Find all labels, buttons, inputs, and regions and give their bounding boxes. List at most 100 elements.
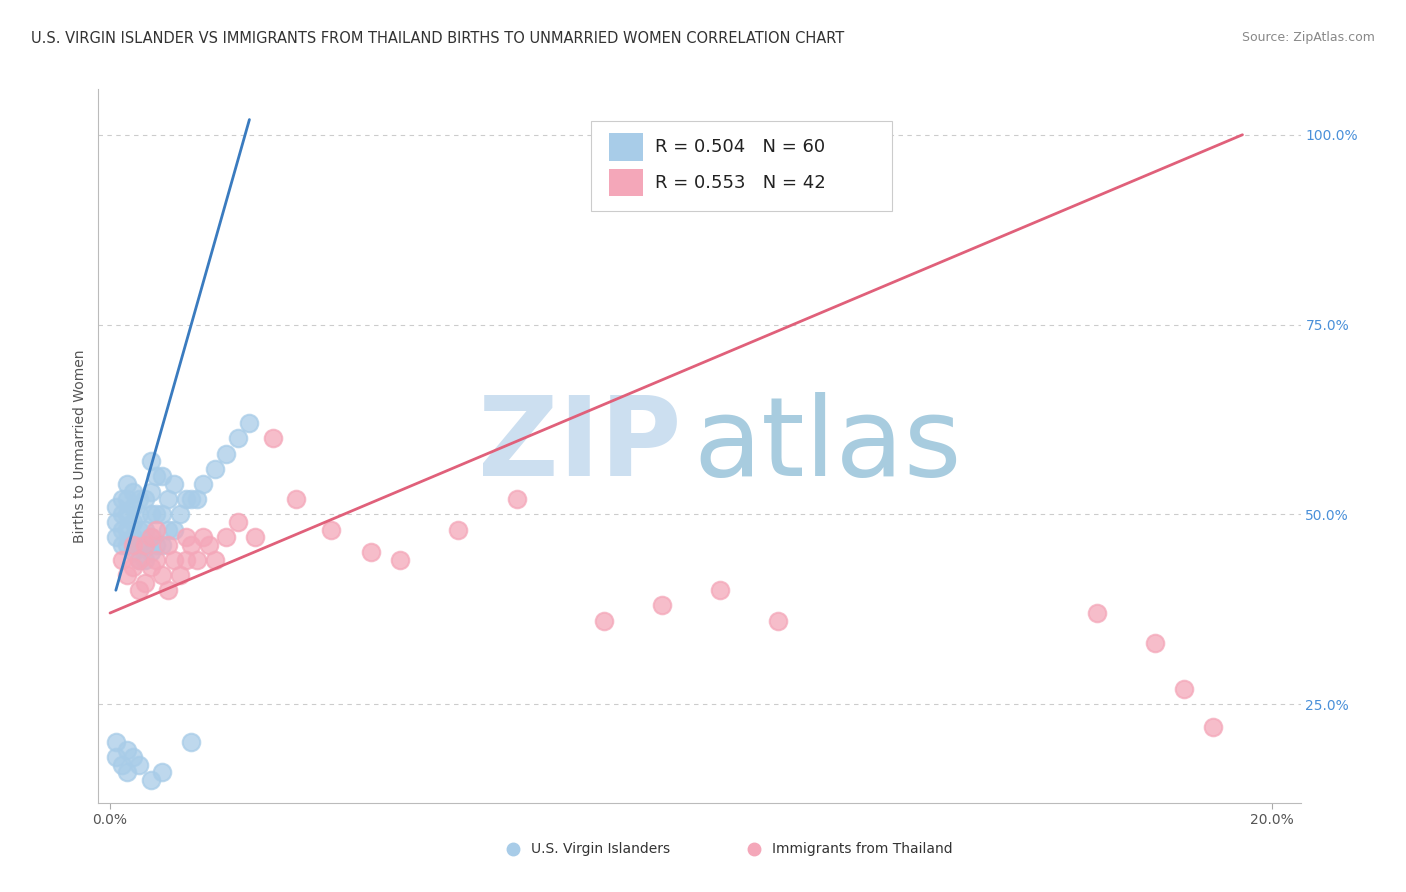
- Point: [111, 757, 134, 772]
- Point: [139, 772, 162, 787]
- Point: [157, 538, 180, 552]
- Point: [117, 492, 139, 507]
- Point: [180, 492, 202, 507]
- Point: [117, 477, 139, 491]
- Point: [651, 599, 673, 613]
- Point: [447, 523, 470, 537]
- Point: [169, 568, 191, 582]
- Point: [134, 575, 156, 590]
- Text: Immigrants from Thailand: Immigrants from Thailand: [772, 842, 952, 856]
- Point: [262, 431, 284, 445]
- Point: [122, 530, 145, 544]
- Point: [134, 538, 156, 552]
- Point: [226, 515, 249, 529]
- Text: R = 0.504   N = 60: R = 0.504 N = 60: [655, 138, 825, 156]
- Point: [204, 462, 226, 476]
- Point: [111, 523, 134, 537]
- Point: [139, 530, 162, 544]
- Point: [104, 515, 127, 529]
- Point: [117, 568, 139, 582]
- Point: [117, 538, 139, 552]
- Point: [592, 614, 614, 628]
- Point: [284, 492, 307, 507]
- Point: [150, 508, 173, 522]
- Bar: [609, 134, 643, 161]
- Point: [150, 568, 173, 582]
- Point: [226, 431, 249, 445]
- Point: [174, 530, 197, 544]
- Point: [139, 560, 162, 574]
- Point: [122, 560, 145, 574]
- Point: [128, 508, 150, 522]
- Point: [134, 523, 156, 537]
- Point: [163, 553, 186, 567]
- Point: [134, 553, 156, 567]
- Point: [111, 553, 134, 567]
- Point: [128, 538, 150, 552]
- Point: [128, 523, 150, 537]
- Point: [709, 583, 731, 598]
- Point: [1173, 681, 1195, 696]
- Point: [139, 508, 162, 522]
- Text: atlas: atlas: [693, 392, 962, 500]
- Point: [360, 545, 382, 559]
- Point: [122, 750, 145, 764]
- Point: [197, 538, 219, 552]
- Text: ZIP: ZIP: [478, 392, 682, 500]
- Point: [245, 530, 267, 544]
- Point: [145, 508, 167, 522]
- Point: [104, 530, 127, 544]
- Point: [389, 553, 412, 567]
- Point: [174, 553, 197, 567]
- Text: Source: ZipAtlas.com: Source: ZipAtlas.com: [1241, 31, 1375, 45]
- Bar: [609, 169, 643, 196]
- Text: U.S. VIRGIN ISLANDER VS IMMIGRANTS FROM THAILAND BIRTHS TO UNMARRIED WOMEN CORRE: U.S. VIRGIN ISLANDER VS IMMIGRANTS FROM …: [31, 31, 844, 46]
- Point: [117, 742, 139, 756]
- Point: [505, 492, 527, 507]
- Point: [169, 508, 191, 522]
- Point: [1085, 606, 1108, 620]
- Point: [215, 530, 238, 544]
- Point: [117, 523, 139, 537]
- Point: [104, 735, 127, 749]
- Point: [186, 553, 208, 567]
- Point: [145, 469, 167, 483]
- Point: [117, 508, 139, 522]
- Point: [766, 614, 789, 628]
- Point: [1144, 636, 1167, 650]
- Point: [111, 508, 134, 522]
- Point: [157, 523, 180, 537]
- Point: [134, 492, 156, 507]
- Point: [139, 484, 162, 499]
- Point: [117, 765, 139, 780]
- Point: [157, 583, 180, 598]
- Point: [128, 492, 150, 507]
- Point: [238, 416, 260, 430]
- Point: [128, 757, 150, 772]
- Point: [180, 735, 202, 749]
- Point: [139, 454, 162, 468]
- Point: [150, 765, 173, 780]
- Point: [145, 538, 167, 552]
- Point: [122, 538, 145, 552]
- Point: [1202, 720, 1225, 734]
- Text: R = 0.553   N = 42: R = 0.553 N = 42: [655, 174, 825, 192]
- Point: [174, 492, 197, 507]
- Point: [139, 545, 162, 559]
- Point: [163, 523, 186, 537]
- Point: [111, 538, 134, 552]
- Point: [191, 477, 214, 491]
- Point: [104, 750, 127, 764]
- Point: [319, 523, 342, 537]
- Point: [186, 492, 208, 507]
- FancyBboxPatch shape: [592, 121, 891, 211]
- Text: U.S. Virgin Islanders: U.S. Virgin Islanders: [531, 842, 671, 856]
- Point: [145, 553, 167, 567]
- Point: [145, 523, 167, 537]
- Point: [104, 500, 127, 514]
- Point: [122, 484, 145, 499]
- Point: [215, 447, 238, 461]
- Point: [191, 530, 214, 544]
- Point: [128, 553, 150, 567]
- Point: [128, 553, 150, 567]
